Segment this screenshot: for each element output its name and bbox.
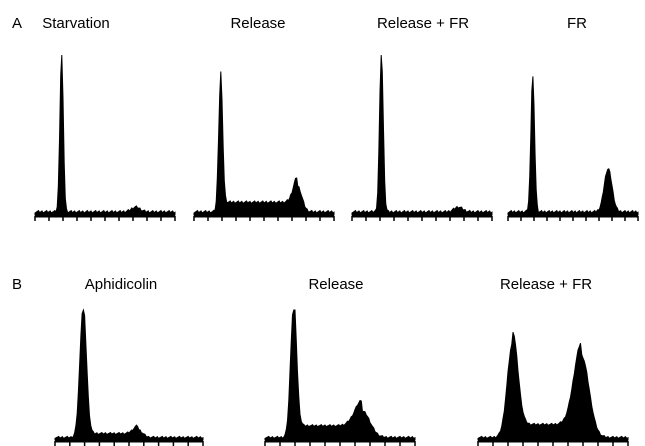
histogram-area-4 — [507, 76, 639, 216]
chart-title-release-fr-b: Release + FR — [499, 276, 593, 293]
histogram-area-3 — [351, 54, 493, 216]
histogram-6 — [264, 309, 416, 446]
panel-label-a: A — [12, 15, 23, 32]
chart-title-aphidicolin: Aphidicolin — [84, 276, 158, 293]
histogram-area-2 — [193, 71, 335, 216]
chart-title-release-a: Release — [230, 15, 286, 32]
histogram-4 — [507, 76, 639, 221]
chart-title-release-fr-a: Release + FR — [376, 15, 470, 32]
chart-title-starvation: Starvation — [42, 15, 110, 32]
histogram-area-6 — [264, 309, 416, 441]
histogram-7 — [477, 332, 629, 446]
chart-title-fr: FR — [567, 15, 587, 32]
histogram-area-5 — [54, 308, 204, 441]
histogram-area-1 — [34, 54, 176, 216]
panel-label-b: B — [12, 276, 23, 293]
histogram-area-7 — [477, 332, 629, 441]
chart-title-release-b: Release — [308, 276, 364, 293]
histogram-5 — [54, 308, 204, 446]
histogram-3 — [351, 54, 493, 221]
histogram-2 — [193, 71, 335, 221]
histogram-1 — [34, 54, 176, 221]
